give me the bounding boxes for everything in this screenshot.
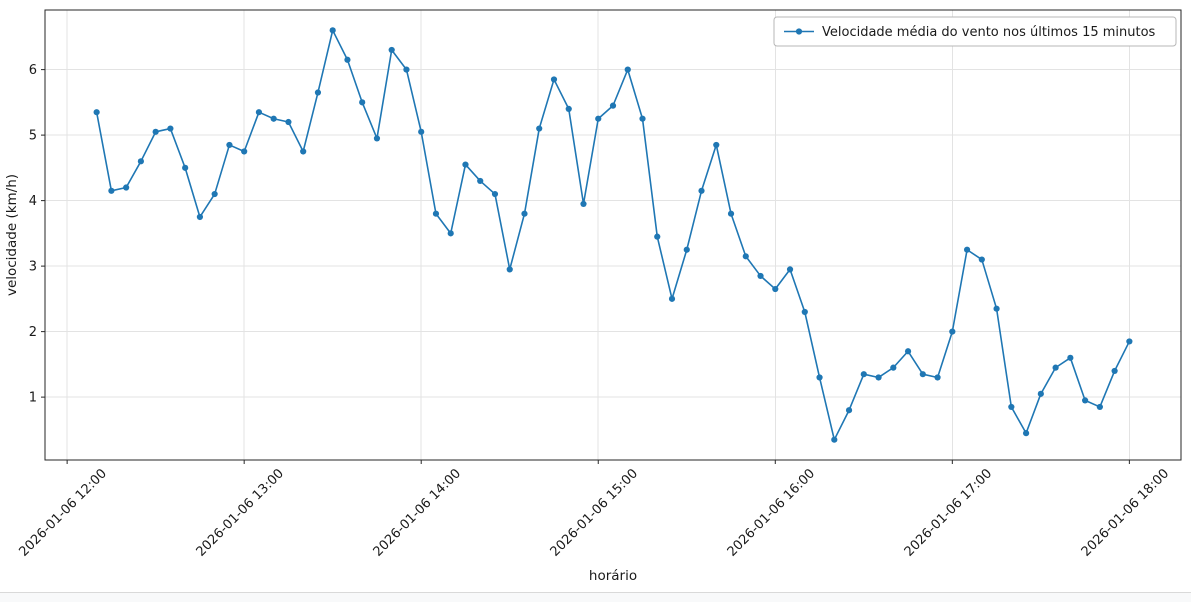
data-point xyxy=(757,272,764,280)
y-tick-label: 6 xyxy=(29,63,37,78)
data-point xyxy=(1126,338,1133,345)
data-point xyxy=(609,102,617,109)
data-point xyxy=(108,187,115,194)
y-axis-label: velocidade (km/h) xyxy=(4,174,20,296)
data-point xyxy=(624,66,631,73)
data-points xyxy=(93,27,1133,443)
data-point xyxy=(123,184,130,191)
data-point xyxy=(226,141,233,149)
data-point xyxy=(329,27,336,34)
data-point xyxy=(845,407,853,414)
legend-marker-sample xyxy=(795,28,803,35)
grid-lines xyxy=(45,10,1181,460)
data-point xyxy=(713,141,720,149)
data-point xyxy=(373,135,381,142)
data-point xyxy=(742,253,749,260)
data-point xyxy=(580,200,587,207)
plot-border xyxy=(44,9,1182,461)
y-axis-ticks: 1 2 3 4 5 6 xyxy=(29,63,45,406)
data-point xyxy=(93,109,100,116)
data-point xyxy=(831,436,838,443)
data-point xyxy=(418,128,425,135)
data-point xyxy=(816,374,823,381)
data-point xyxy=(167,125,174,132)
legend: Velocidade média do vento nos últimos 15… xyxy=(773,16,1177,47)
data-point xyxy=(890,364,897,371)
data-point xyxy=(359,99,366,106)
data-point xyxy=(654,233,661,240)
data-point xyxy=(491,190,499,198)
data-point xyxy=(934,374,941,381)
data-point xyxy=(314,89,322,96)
data-point xyxy=(875,374,882,381)
data-point xyxy=(1037,390,1044,397)
data-point xyxy=(300,148,307,155)
data-point xyxy=(477,177,484,185)
data-point xyxy=(211,190,218,198)
data-point xyxy=(344,56,351,63)
data-point xyxy=(521,210,528,217)
data-point xyxy=(595,115,602,122)
y-tick-label: 2 xyxy=(29,325,37,340)
data-point xyxy=(727,210,735,217)
x-axis-label: horário xyxy=(589,568,637,584)
data-point xyxy=(403,66,410,73)
data-point xyxy=(536,125,543,132)
y-tick-label: 4 xyxy=(29,194,37,209)
data-point xyxy=(639,115,646,122)
data-point xyxy=(447,230,454,237)
data-point xyxy=(801,308,808,316)
y-tick-label: 1 xyxy=(29,391,37,406)
data-point xyxy=(196,213,204,221)
data-point xyxy=(1022,430,1030,437)
data-point xyxy=(668,295,676,302)
data-point xyxy=(1052,364,1059,371)
data-point xyxy=(1082,397,1089,404)
data-point xyxy=(1067,354,1074,361)
data-point xyxy=(904,348,912,355)
data-point xyxy=(683,246,690,253)
data-point xyxy=(285,118,292,126)
data-point xyxy=(993,305,1000,312)
legend-box xyxy=(773,16,1177,47)
data-point xyxy=(963,246,971,253)
data-point xyxy=(388,46,395,54)
data-point xyxy=(182,164,189,171)
bottom-divider xyxy=(0,592,1191,593)
data-point xyxy=(565,105,572,113)
y-tick-label: 3 xyxy=(29,260,37,275)
data-point xyxy=(1008,403,1015,411)
data-point xyxy=(978,256,985,263)
data-point xyxy=(137,158,144,165)
data-point xyxy=(270,115,277,122)
data-point xyxy=(550,76,558,83)
data-point xyxy=(860,371,867,378)
data-point xyxy=(1111,367,1118,375)
data-point xyxy=(506,266,513,273)
data-point xyxy=(241,148,248,155)
data-point xyxy=(772,285,779,293)
legend-label: Velocidade média do vento nos últimos 15… xyxy=(822,25,1156,40)
data-point xyxy=(432,210,440,217)
data-point xyxy=(1096,403,1103,411)
data-point xyxy=(698,187,705,194)
data-point xyxy=(462,161,469,168)
data-point xyxy=(786,266,794,273)
data-point xyxy=(152,128,159,135)
data-point xyxy=(949,328,956,335)
data-point xyxy=(919,371,926,378)
bottom-strip xyxy=(0,593,1191,602)
y-tick-label: 5 xyxy=(29,129,37,144)
data-point xyxy=(255,109,263,116)
